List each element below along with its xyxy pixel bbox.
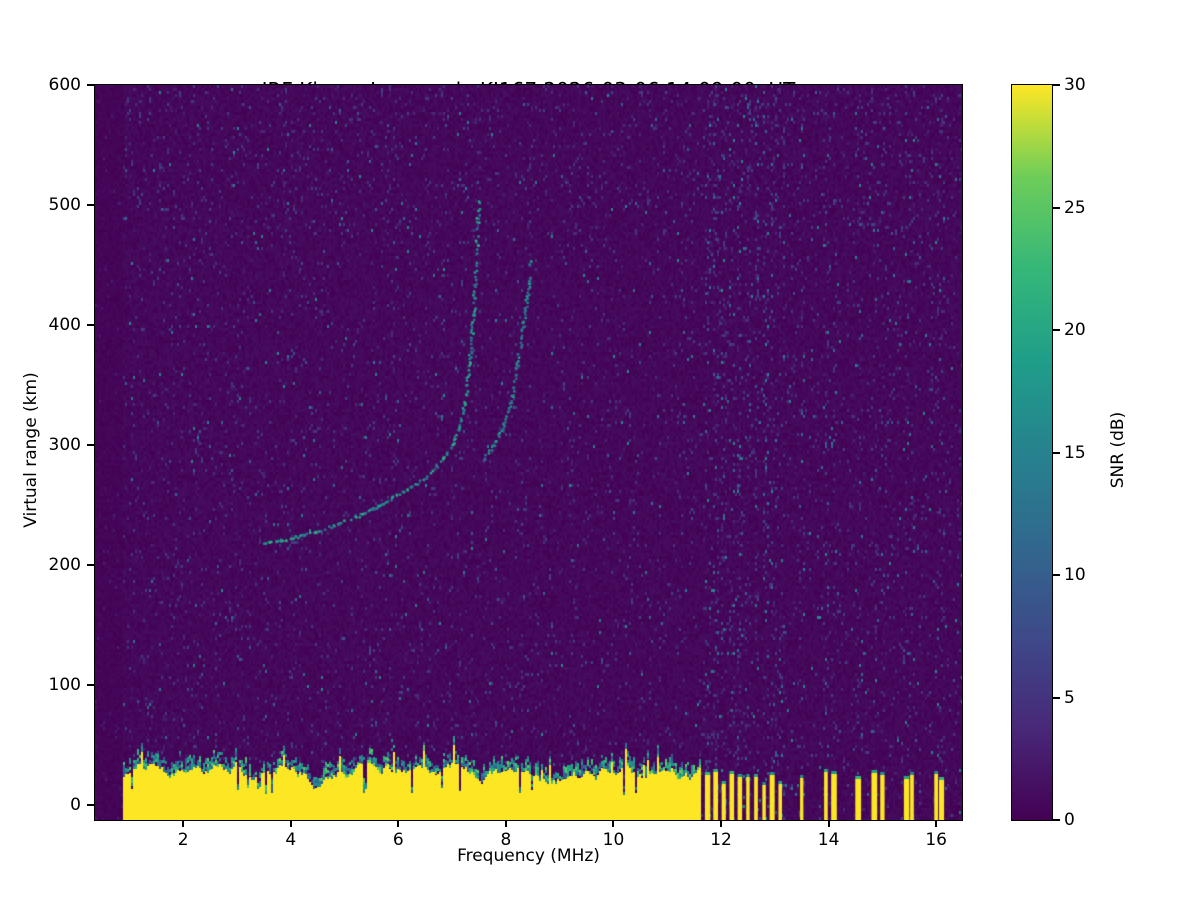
colorbar-tick-mark <box>1053 84 1060 86</box>
plot-area <box>94 84 963 821</box>
colorbar-gradient-canvas <box>1012 85 1052 820</box>
y-tick-label: 200 <box>48 555 81 575</box>
y-tick-mark <box>87 444 94 446</box>
x-tick-label: 14 <box>817 830 840 850</box>
y-tick-label: 600 <box>48 75 81 95</box>
ionogram-heatmap-canvas <box>95 85 962 820</box>
colorbar-tick-label: 0 <box>1064 810 1075 830</box>
x-tick-mark <box>289 820 292 827</box>
y-tick-mark <box>87 804 94 806</box>
colorbar-tick-mark <box>1053 451 1060 454</box>
y-tick-mark <box>87 684 94 686</box>
x-tick-mark <box>935 820 938 827</box>
colorbar-tick-label: 5 <box>1064 687 1075 708</box>
colorbar-tick-label: 20 <box>1064 320 1086 340</box>
x-tick-label: 10 <box>602 830 625 850</box>
x-tick-label: 12 <box>710 830 732 850</box>
x-tick-mark <box>827 820 830 827</box>
y-tick-label: 0 <box>70 795 81 815</box>
colorbar-tick-label: 25 <box>1064 197 1086 218</box>
x-tick-mark <box>504 820 507 827</box>
colorbar-tick-mark <box>1053 574 1060 576</box>
x-tick-mark <box>720 820 723 827</box>
colorbar-label: SNR (dB) <box>1108 411 1128 489</box>
colorbar-tick-mark <box>1053 819 1060 821</box>
x-tick-mark <box>612 820 615 827</box>
x-tick-label: 8 <box>500 830 512 850</box>
x-tick-label: 4 <box>285 830 297 850</box>
y-tick-mark <box>87 564 94 566</box>
x-tick-mark <box>182 820 185 827</box>
colorbar-tick-mark <box>1053 206 1060 209</box>
y-tick-label: 500 <box>48 195 81 215</box>
y-tick-mark <box>87 204 94 206</box>
y-tick-label: 400 <box>48 315 81 335</box>
colorbar-tick-mark <box>1053 329 1060 331</box>
x-tick-label: 2 <box>177 830 189 850</box>
y-tick-mark <box>87 324 94 326</box>
colorbar <box>1011 84 1053 821</box>
x-axis-label: Frequency (MHz) <box>457 846 600 866</box>
x-tick-label: 16 <box>925 830 947 850</box>
y-tick-label: 100 <box>48 675 81 695</box>
x-tick-label: 6 <box>392 830 404 850</box>
colorbar-tick-label: 10 <box>1064 565 1086 585</box>
y-tick-label: 300 <box>48 435 81 455</box>
colorbar-tick-label: 30 <box>1064 75 1086 95</box>
x-tick-mark <box>397 820 400 827</box>
y-tick-mark <box>87 84 94 86</box>
colorbar-tick-label: 15 <box>1064 442 1086 463</box>
colorbar-tick-mark <box>1053 696 1060 699</box>
